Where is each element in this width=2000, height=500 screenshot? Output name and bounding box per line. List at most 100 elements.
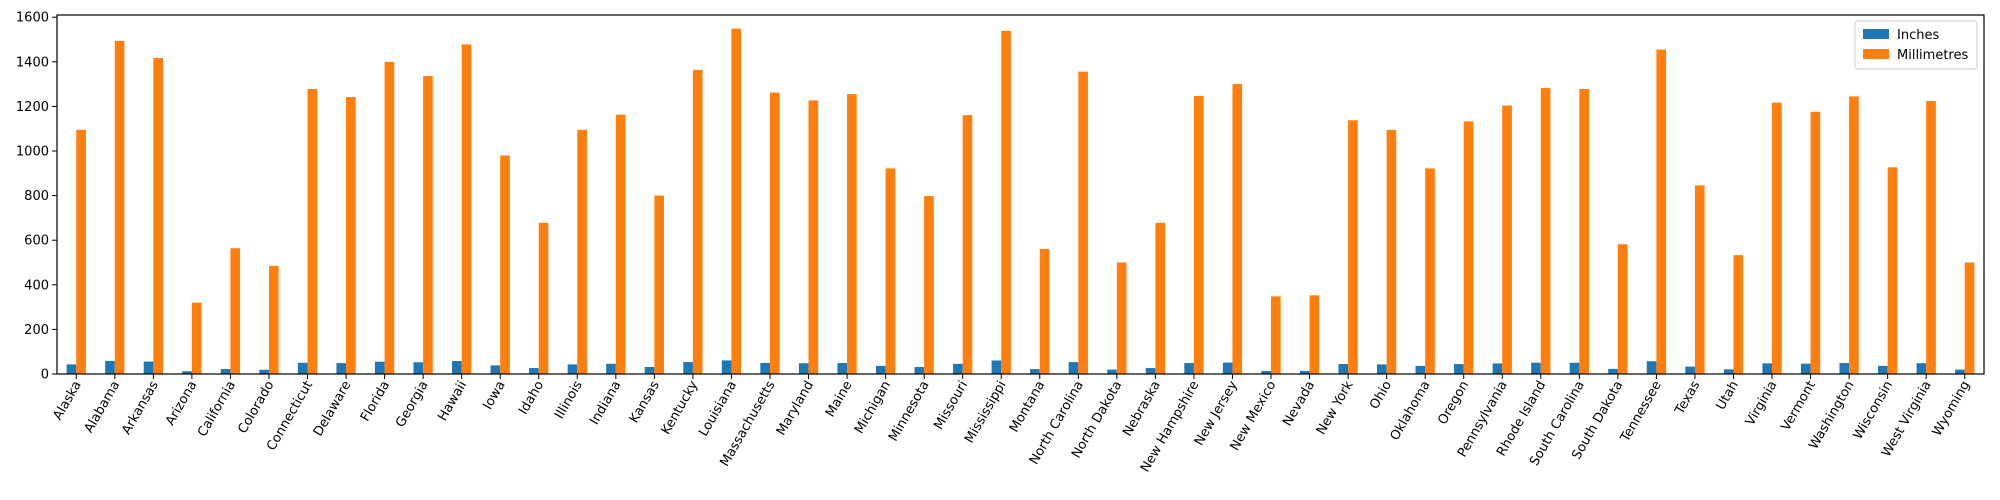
bar-inches-west-virginia <box>1916 363 1927 374</box>
bar-inches-minnesota <box>914 367 925 374</box>
bar-millimetres-north-dakota <box>1116 262 1127 374</box>
bar-inches-pennsylvania <box>1492 363 1503 374</box>
bar-inches-colorado <box>259 369 269 374</box>
y-axis: 0 200 400 600 800 1000 1200 1400 1600 <box>16 11 57 383</box>
bar-millimetres-california <box>230 248 241 374</box>
bar-inches-new-jersey <box>1222 362 1233 374</box>
bar-inches-ohio <box>1376 364 1387 374</box>
x-tick-label: Wyoming <box>1930 379 1974 439</box>
bar-inches-tennessee <box>1646 361 1657 374</box>
bar-inches-oklahoma <box>1415 365 1426 374</box>
bar-millimetres-vermont <box>1810 111 1821 375</box>
bar-millimetres-south-dakota <box>1617 244 1628 374</box>
bar-millimetres-florida <box>384 61 395 374</box>
plot-frame <box>56 14 1985 375</box>
bar-millimetres-new-york <box>1348 120 1358 374</box>
bar-millimetres-idaho <box>538 222 549 374</box>
bar-millimetres-oregon <box>1463 121 1474 374</box>
bar-inches-missouri <box>953 363 963 374</box>
bar-inches-north-dakota <box>1107 369 1117 374</box>
bar-inches-montana <box>1030 369 1040 374</box>
bar-inches-hawaii <box>452 361 462 374</box>
bar-millimetres-louisiana <box>731 28 742 374</box>
bar-millimetres-utah <box>1733 255 1744 374</box>
bar-millimetres-wisconsin <box>1887 167 1898 374</box>
bar-inches-georgia <box>413 362 424 374</box>
bar-millimetres-new-jersey <box>1232 84 1243 375</box>
bar-inches-arizona <box>182 371 192 374</box>
x-tick-label: Minnesota <box>886 379 933 445</box>
bar-inches-wisconsin <box>1878 365 1888 374</box>
bar-inches-illinois <box>567 364 578 374</box>
x-tick-label: Alabama <box>82 379 124 436</box>
bar-inches-michigan <box>875 365 886 374</box>
bar-millimetres-arkansas <box>153 58 163 374</box>
bar-inches-kentucky <box>683 362 693 374</box>
bar-inches-vermont <box>1800 363 1811 374</box>
bar-inches-idaho <box>529 368 539 374</box>
bar-inches-texas <box>1685 366 1695 374</box>
x-tick-label: Kentucky <box>659 378 702 437</box>
bar-inches-wyoming <box>1955 369 1965 374</box>
bar-inches-maryland <box>798 363 809 374</box>
x-tick-label: Missouri <box>931 379 971 433</box>
bar-millimetres-new-hampshire <box>1193 95 1204 374</box>
bar-inches-mississippi <box>991 360 1002 374</box>
bar-inches-utah <box>1723 369 1734 374</box>
bar-millimetres-nebraska <box>1155 222 1166 374</box>
x-tick-label: Virginia <box>1743 379 1781 429</box>
bar-millimetres-illinois <box>577 129 587 374</box>
bar-inches-alaska <box>66 364 77 374</box>
y-tick-label: 200 <box>24 323 49 338</box>
bar-inches-oregon <box>1454 364 1464 374</box>
bar-inches-maine <box>837 362 848 374</box>
bar-millimetres-pennsylvania <box>1502 105 1512 374</box>
x-tick-label: New York <box>1314 378 1357 437</box>
bar-millimetres-virginia <box>1772 102 1782 374</box>
bar-millimetres-ohio <box>1386 129 1397 374</box>
bar-millimetres-texas <box>1694 185 1705 374</box>
bar-inches-south-carolina <box>1569 362 1580 374</box>
bar-inches-rhode-island <box>1531 362 1541 374</box>
bar-inches-indiana <box>606 363 616 374</box>
y-tick-label: 600 <box>24 234 49 249</box>
bar-millimetres-missouri <box>962 115 973 375</box>
bar-millimetres-wyoming <box>1964 262 1975 374</box>
legend-swatch-inches <box>1863 29 1889 39</box>
bar-millimetres-hawaii <box>461 44 472 375</box>
y-tick-label: 1000 <box>16 145 49 160</box>
plot-area <box>66 28 1975 375</box>
bar-millimetres-new-mexico <box>1271 296 1281 374</box>
x-tick-label: Oklahoma <box>1388 379 1434 444</box>
y-tick-label: 1400 <box>16 55 49 70</box>
bar-millimetres-connecticut <box>307 89 318 374</box>
legend-swatch-millimetres <box>1863 49 1889 59</box>
x-tick-label: Delaware <box>311 379 355 440</box>
bar-millimetres-delaware <box>346 97 356 374</box>
x-tick-label: Georgia <box>393 379 431 431</box>
bar-inches-kansas <box>644 366 655 374</box>
bar-inches-connecticut <box>297 362 308 374</box>
bar-inches-north-carolina <box>1068 362 1079 374</box>
x-tick-label: Arizona <box>163 379 200 429</box>
bar-inches-florida <box>374 361 385 374</box>
y-tick-label: 400 <box>24 278 49 293</box>
bar-inches-delaware <box>336 363 347 374</box>
y-tick-label: 1600 <box>16 11 49 26</box>
bar-millimetres-rhode-island <box>1540 87 1551 374</box>
x-tick-label: Oregon <box>1435 379 1472 428</box>
bar-inches-california <box>220 369 231 374</box>
bar-millimetres-iowa <box>500 155 510 374</box>
x-tick-label: Colorado <box>235 378 277 436</box>
x-tick-label: California <box>195 379 239 440</box>
x-tick-label: Texas <box>1672 378 1704 418</box>
x-tick-label: Utah <box>1714 379 1742 413</box>
bar-millimetres-maine <box>847 94 857 374</box>
bar-inches-iowa <box>490 365 501 374</box>
bar-millimetres-georgia <box>423 76 433 374</box>
bar-millimetres-west-virginia <box>1926 101 1936 374</box>
x-tick-label: Montana <box>1007 379 1048 436</box>
bar-millimetres-massachusetts <box>769 92 780 374</box>
bar-inches-south-dakota <box>1608 368 1618 374</box>
